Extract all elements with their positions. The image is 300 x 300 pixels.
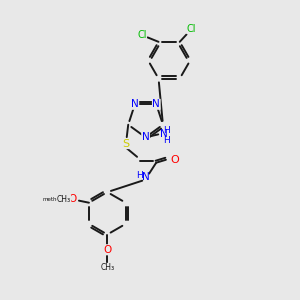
Text: Cl: Cl: [137, 30, 146, 40]
Text: N: N: [131, 99, 139, 109]
Text: N: N: [160, 129, 168, 140]
Text: H: H: [163, 126, 169, 135]
Text: H: H: [163, 136, 169, 145]
Text: N: N: [142, 132, 149, 142]
Text: Cl: Cl: [187, 24, 196, 34]
Text: N: N: [152, 99, 160, 109]
Text: O: O: [103, 245, 111, 255]
Text: CH₃: CH₃: [100, 263, 114, 272]
Text: N: N: [142, 172, 150, 182]
Text: O: O: [170, 155, 179, 165]
Text: methoxy: methoxy: [43, 197, 67, 202]
Text: O: O: [69, 194, 77, 204]
Text: CH₃: CH₃: [57, 195, 71, 204]
Text: S: S: [123, 139, 130, 148]
Text: H: H: [136, 171, 143, 180]
